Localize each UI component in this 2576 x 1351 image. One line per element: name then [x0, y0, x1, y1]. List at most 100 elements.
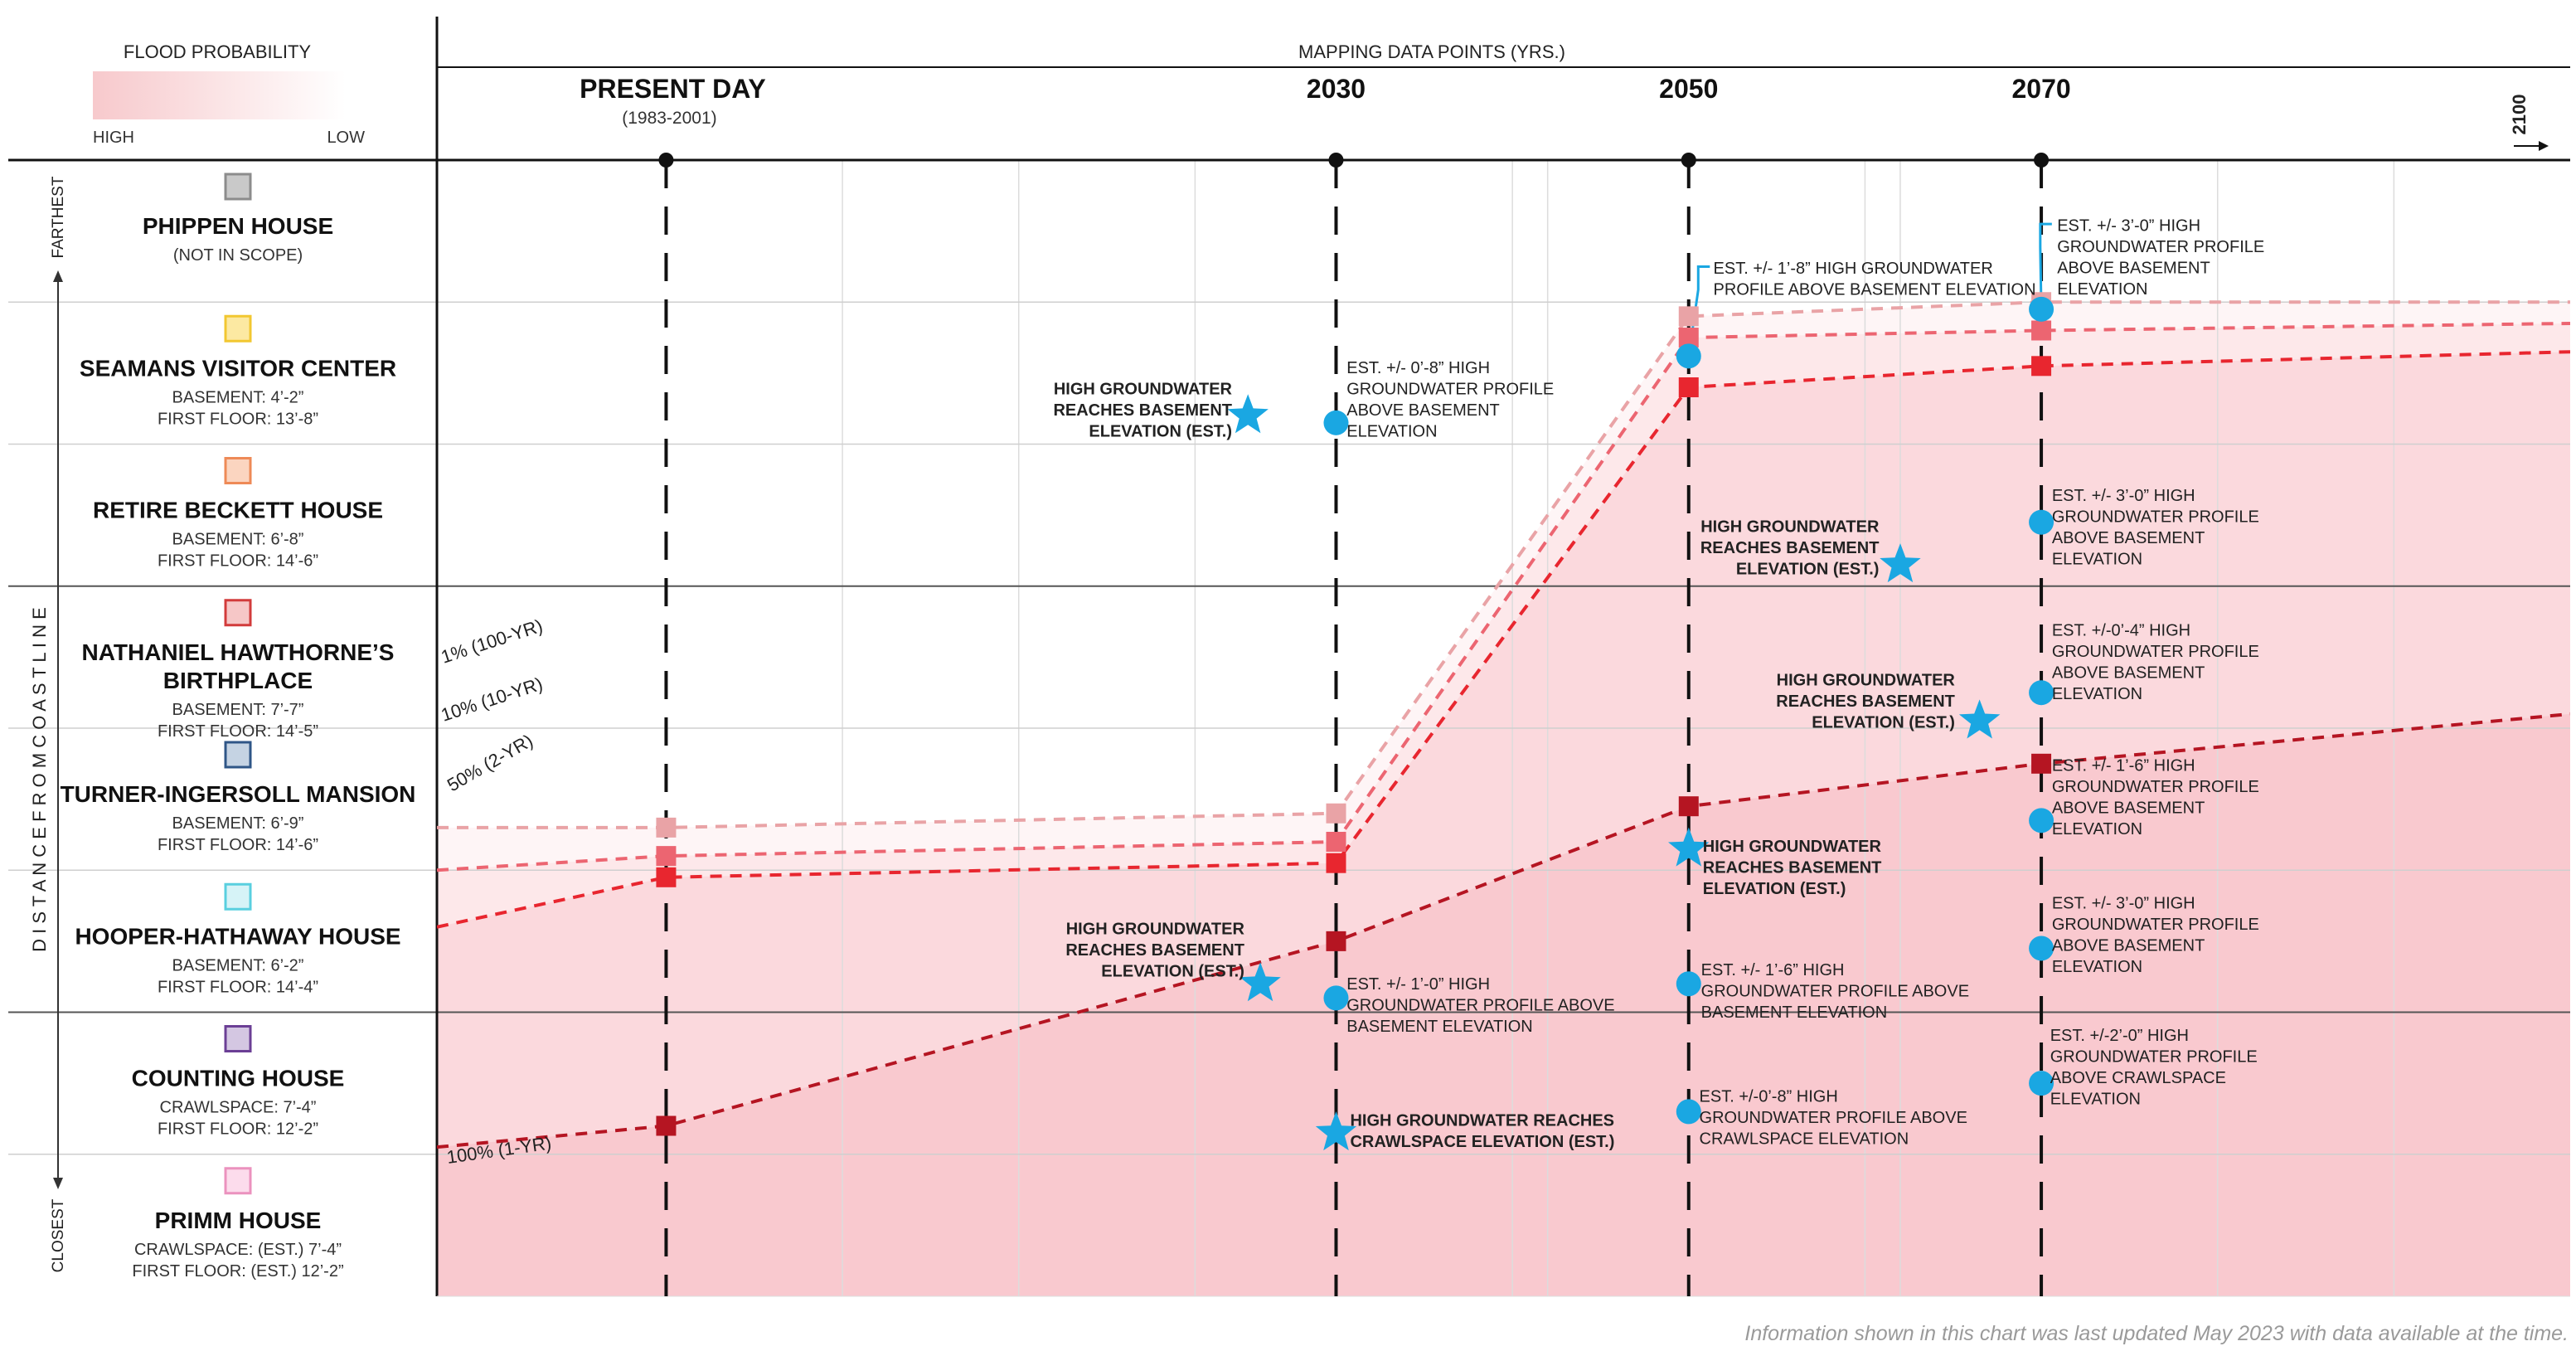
groundwater-star — [1958, 699, 2001, 739]
annotation-line: ABOVE BASEMENT — [2052, 664, 2205, 683]
series-point — [1678, 306, 1699, 327]
annotation-line: REACHES BASEMENT — [1065, 941, 1244, 960]
building-rows: PHIPPEN HOUSE (NOT IN SCOPE) SEAMANS VISIT… — [61, 173, 415, 1281]
annotation-line: BASEMENT ELEVATION — [1346, 1018, 1533, 1036]
year-markers: PRESENT DAY (1983-2001) 2030 2050 2070 2100 — [580, 74, 2549, 1296]
building-detail: FIRST FLOOR: 13’-8” — [158, 410, 318, 428]
end-year-marker: 2100 — [2509, 95, 2549, 151]
building-detail: FIRST FLOOR: (EST.) 12’-2” — [132, 1262, 343, 1281]
building-name: RETIRE BECKETT HOUSE — [93, 498, 383, 523]
annotation-line: EST. +/- 0’-8” HIGH — [1346, 359, 1490, 377]
annotation-line: HIGH GROUNDWATER — [1700, 518, 1880, 537]
annotation-line: EST. +/- 1’-8” HIGH GROUNDWATER — [1714, 260, 1993, 278]
year-marker: 2070 — [2011, 74, 2071, 1296]
year-label: 2050 — [1659, 74, 1718, 104]
building-row: RETIRE BECKETT HOUSE BASEMENT: 6’-8” FIRST… — [93, 457, 383, 571]
building-row: TURNER-INGERSOLL MANSION BASEMENT: 6’-9” F… — [61, 741, 415, 854]
annotation-line: GROUNDWATER PROFILE — [2052, 643, 2259, 661]
fill-area — [437, 323, 2570, 1296]
building-row: SEAMANS VISITOR CENTER BASEMENT: 4’-2” FIR… — [80, 314, 396, 428]
groundwater-star — [1227, 394, 1269, 434]
series-point — [1326, 803, 1346, 824]
annotation-line: ELEVATION — [2052, 820, 2142, 838]
annotation-line: EST. +/-2’-0” HIGH — [2050, 1027, 2189, 1045]
groundwater-circles — [1323, 296, 2054, 1125]
annotation: EST. +/- 3’-0” HIGH GROUNDWATER PROFILE AB… — [2057, 217, 2264, 299]
annotation-line: ELEVATION — [2052, 551, 2142, 569]
building-detail: CRAWLSPACE: 7’-4” — [160, 1099, 317, 1117]
annotation-line: EST. +/- 1’-0” HIGH — [1346, 975, 1490, 994]
year-dot — [2034, 153, 2050, 168]
end-year-label: 2100 — [2509, 95, 2530, 135]
building-row: PRIMM HOUSE CRAWLSPACE: (EST.) 7’-4” FIRST… — [132, 1167, 344, 1281]
series-label: 50% (2-YR) — [444, 730, 536, 795]
chart-frame — [8, 17, 2570, 1297]
annotation-line: ELEVATION (EST.) — [1101, 962, 1244, 980]
groundwater-circle — [1676, 1099, 1701, 1125]
annotation-line: EST. +/- 1’-6” HIGH — [1701, 961, 1845, 979]
building-name: BIRTHPLACE — [163, 668, 313, 693]
annotation: EST. +/- 0’-8” HIGH GROUNDWATER PROFILE AB… — [1346, 359, 1554, 441]
building-detail: BASEMENT: 4’-2” — [172, 388, 304, 406]
annotation-line: EST. +/-0’-8” HIGH — [1700, 1087, 1838, 1106]
groundwater-star — [1880, 543, 1921, 583]
probability-markers — [656, 292, 2052, 1136]
groundwater-circle — [1323, 985, 1349, 1011]
series-point — [1678, 377, 1699, 397]
legend-gradient-bar — [93, 71, 346, 119]
building-swatch — [224, 1167, 252, 1195]
annotation: EST. +/- 1’-0” HIGH GROUNDWATER PROFILE A… — [1346, 975, 1614, 1036]
annotation-line: REACHES BASEMENT — [1776, 693, 1955, 711]
building-name: SEAMANS VISITOR CENTER — [80, 355, 396, 381]
groundwater-circle — [2029, 1071, 2054, 1096]
year-marker: 2030 — [1307, 74, 1366, 1296]
annotation-line: GROUNDWATER PROFILE — [1346, 380, 1554, 398]
groundwater-circle — [2029, 680, 2054, 706]
annotation-line: ELEVATION — [2057, 280, 2147, 299]
annotation-line: PROFILE ABOVE BASEMENT ELEVATION — [1714, 281, 2036, 299]
building-detail: (NOT IN SCOPE) — [173, 246, 303, 265]
building-detail: FIRST FLOOR: 14’-6” — [158, 552, 318, 571]
legend-low-label: LOW — [327, 129, 365, 147]
annotations: HIGH GROUNDWATER REACHES BASEMENT ELEVATIO… — [1053, 217, 2264, 1151]
annotation-line: BASEMENT ELEVATION — [1701, 1004, 1888, 1022]
series-point — [1326, 931, 1346, 951]
building-swatch — [224, 1025, 252, 1052]
building-name: PHIPPEN HOUSE — [143, 213, 333, 239]
annotation-line: REACHES BASEMENT — [1703, 858, 1882, 877]
building-swatch — [224, 457, 252, 484]
annotation-line: EST. +/- 1’-6” HIGH — [2052, 756, 2195, 775]
year-label: 2030 — [1307, 74, 1366, 104]
groundwater-circle — [1676, 343, 1701, 369]
building-row: COUNTING HOUSE CRAWLSPACE: 7’-4” FIRST FLO… — [132, 1025, 345, 1139]
groundwater-star — [1239, 962, 1281, 1002]
building-swatch — [224, 599, 252, 627]
annotation: HIGH GROUNDWATER REACHES BASEMENT ELEVATIO… — [1776, 672, 1955, 732]
annotation: EST. +/- 1’-6” HIGH GROUNDWATER PROFILE A… — [1701, 961, 1969, 1022]
annotation: EST. +/- 3’-0” HIGH GROUNDWATER PROFILE AB… — [2052, 487, 2259, 569]
annotation: EST. +/-0’-4” HIGH GROUNDWATER PROFILE ABO… — [2052, 622, 2259, 704]
groundwater-circle — [2029, 808, 2054, 833]
annotation: HIGH GROUNDWATER REACHES CRAWLSPACE ELEVA… — [1350, 1112, 1614, 1152]
annotation: EST. +/-0’-8” HIGH GROUNDWATER PROFILE AB… — [1700, 1087, 1967, 1148]
annotation-line: ABOVE BASEMENT — [2057, 260, 2210, 278]
building-swatch — [224, 741, 252, 769]
annotation-line: GROUNDWATER PROFILE ABOVE — [1700, 1109, 1967, 1127]
annotation: EST. +/- 1’-6” HIGH GROUNDWATER PROFILE AB… — [2052, 756, 2259, 838]
fill-area — [437, 352, 2570, 1296]
series-point — [1326, 853, 1346, 873]
building-detail: FIRST FLOOR: 14’-6” — [158, 836, 318, 854]
building-detail: BASEMENT: 7’-7” — [172, 701, 304, 719]
annotation-line: EST. +/- 3’-0” HIGH — [2052, 894, 2195, 912]
groundwater-star — [1668, 827, 1710, 867]
annotation: HIGH GROUNDWATER REACHES BASEMENT ELEVATIO… — [1703, 838, 1882, 898]
building-detail: BASEMENT: 6’-9” — [172, 814, 304, 833]
year-dot — [658, 153, 674, 168]
annotation-line: HIGH GROUNDWATER — [1777, 672, 1956, 690]
axis-title: D I S T A N C E F R O M C O A S T L I N … — [29, 607, 50, 952]
annotation-line: ELEVATION (EST.) — [1736, 561, 1880, 579]
building-name: COUNTING HOUSE — [132, 1066, 345, 1091]
annotation-leader — [2039, 222, 2052, 309]
annotation-line: ELEVATION (EST.) — [1812, 714, 1955, 732]
annotation-line: GROUNDWATER PROFILE ABOVE — [1701, 982, 1969, 1000]
